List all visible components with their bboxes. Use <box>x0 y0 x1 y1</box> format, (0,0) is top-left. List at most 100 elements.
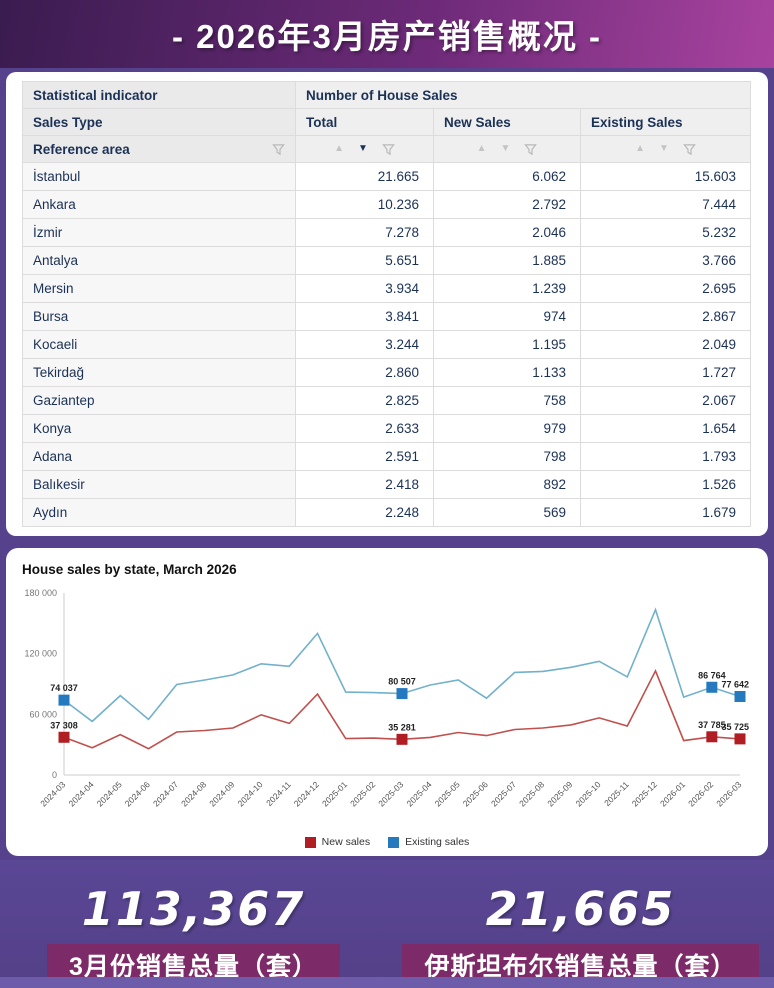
header-row-indicator: Statistical indicator Number of House Sa… <box>22 81 751 109</box>
svg-text:2026-01: 2026-01 <box>658 779 687 808</box>
sort-asc-icon[interactable]: ▲ <box>334 143 344 154</box>
table-row: Bursa 3.841 974 2.867 <box>22 302 751 331</box>
total-cell: 2.418 <box>295 470 434 499</box>
svg-text:2025-06: 2025-06 <box>461 779 490 808</box>
legend-item: Existing sales <box>388 836 469 848</box>
svg-text:2024-03: 2024-03 <box>38 779 67 808</box>
table-row: Gaziantep 2.825 758 2.067 <box>22 386 751 415</box>
svg-text:37 308: 37 308 <box>50 720 78 730</box>
sort-desc-icon[interactable]: ▼ <box>358 143 368 154</box>
sort-desc-icon[interactable]: ▼ <box>500 143 511 154</box>
svg-text:35 725: 35 725 <box>721 722 749 732</box>
svg-text:2025-12: 2025-12 <box>630 779 659 808</box>
svg-text:35 281: 35 281 <box>388 722 416 732</box>
area-cell: Gaziantep <box>22 386 296 415</box>
svg-text:2025-10: 2025-10 <box>573 779 602 808</box>
total-cell: 2.248 <box>295 498 434 527</box>
total-cell: 3.841 <box>295 302 434 331</box>
existing-sales-cell: 7.444 <box>580 190 751 219</box>
legend-label: New sales <box>321 836 371 848</box>
new-sales-cell: 1.885 <box>433 246 581 275</box>
page-title: - 2026年3月房产销售概况 - <box>171 18 603 55</box>
total-cell: 5.651 <box>295 246 434 275</box>
header-row-sales-type: Sales Type Total New Sales Existing Sale… <box>22 108 751 136</box>
legend-swatch-icon <box>304 836 316 848</box>
chart-legend: New sales Existing sales <box>20 836 754 848</box>
existing-sales-cell: 3.766 <box>580 246 751 275</box>
area-cell: Antalya <box>22 246 296 275</box>
new-sales-cell: 1.239 <box>433 274 581 303</box>
svg-text:2024-06: 2024-06 <box>123 779 152 808</box>
svg-text:180 000: 180 000 <box>24 588 57 598</box>
svg-text:2026-03: 2026-03 <box>714 779 743 808</box>
new-sales-cell: 1.133 <box>433 358 581 387</box>
table-row: Aydın 2.248 569 1.679 <box>22 498 751 527</box>
istanbul-total-label: 伊斯坦布尔销售总量（套） <box>402 944 759 986</box>
svg-text:2025-05: 2025-05 <box>433 779 462 808</box>
filter-icon[interactable] <box>524 143 538 156</box>
area-cell: Ankara <box>22 190 296 219</box>
table-row: Adana 2.591 798 1.793 <box>22 442 751 471</box>
existing-sales-cell: 1.679 <box>580 498 751 527</box>
table-row: Konya 2.633 979 1.654 <box>22 414 751 443</box>
area-cell: Konya <box>22 414 296 443</box>
sort-asc-icon[interactable]: ▲ <box>635 143 645 154</box>
svg-text:2025-11: 2025-11 <box>602 779 631 808</box>
existing-sales-cell: 1.793 <box>580 442 751 471</box>
new-sales-cell: 2.046 <box>433 218 581 247</box>
svg-text:2025-09: 2025-09 <box>545 779 574 808</box>
summary-march-total: 113,367 3月份销售总量（套） <box>0 860 387 988</box>
march-total-value: 113,367 <box>81 882 306 936</box>
legend-item: New sales <box>304 836 371 848</box>
banner: - 2026年3月房产销售概况 - <box>0 0 774 68</box>
svg-text:86 764: 86 764 <box>698 670 726 680</box>
new-sales-cell: 892 <box>433 470 581 499</box>
svg-text:2025-03: 2025-03 <box>376 779 405 808</box>
sort-desc-icon[interactable]: ▼ <box>659 143 669 154</box>
new-sales-cell: 758 <box>433 386 581 415</box>
svg-text:2024-05: 2024-05 <box>95 779 124 808</box>
chart-title: House sales by state, March 2026 <box>22 562 237 577</box>
chart-card: House sales by state, March 2026 0 60 000… <box>6 548 768 856</box>
svg-text:120 000: 120 000 <box>24 649 57 659</box>
statistical-indicator-label: Statistical indicator <box>22 81 296 109</box>
table-row: Kocaeli 3.244 1.195 2.049 <box>22 330 751 359</box>
summary-section: 113,367 3月份销售总量（套） 21,665 伊斯坦布尔销售总量（套） <box>0 860 774 988</box>
new-sales-cell: 979 <box>433 414 581 443</box>
header-row-controls: Reference area ▲ ▼ ▲ ▼ <box>22 135 751 163</box>
sort-asc-icon[interactable]: ▲ <box>476 143 487 154</box>
svg-text:2025-07: 2025-07 <box>489 779 518 808</box>
total-cell: 2.860 <box>295 358 434 387</box>
new-sales-cell: 1.195 <box>433 330 581 359</box>
table-row: Ankara 10.236 2.792 7.444 <box>22 190 751 219</box>
svg-text:2025-02: 2025-02 <box>348 779 377 808</box>
svg-text:60 000: 60 000 <box>29 709 57 719</box>
table-row: Antalya 5.651 1.885 3.766 <box>22 246 751 275</box>
filter-icon[interactable] <box>683 143 696 156</box>
sales-type-label: Sales Type <box>22 108 296 136</box>
existing-sales-cell: 2.067 <box>580 386 751 415</box>
svg-text:2024-08: 2024-08 <box>179 779 208 808</box>
svg-text:2025-08: 2025-08 <box>517 779 546 808</box>
total-cell: 2.825 <box>295 386 434 415</box>
svg-text:37 785: 37 785 <box>698 720 726 730</box>
table-card: Statistical indicator Number of House Sa… <box>6 72 768 536</box>
area-cell: İzmir <box>22 218 296 247</box>
column-existing-sales: Existing Sales <box>580 108 751 136</box>
total-cell: 3.244 <box>295 330 434 359</box>
existing-sales-cell: 15.603 <box>580 162 751 191</box>
svg-text:2024-12: 2024-12 <box>292 779 321 808</box>
existing-sales-cell: 5.232 <box>580 218 751 247</box>
svg-text:74 037: 74 037 <box>50 683 78 693</box>
legend-label: Existing sales <box>405 836 470 848</box>
svg-text:2026-02: 2026-02 <box>686 779 715 808</box>
existing-sales-cell: 2.049 <box>580 330 751 359</box>
filter-icon[interactable] <box>272 143 285 156</box>
table-body: İstanbul 21.665 6.062 15.603 Ankara 10.236 2.7… <box>22 162 751 527</box>
svg-text:2024-10: 2024-10 <box>235 779 264 808</box>
new-sales-cell: 798 <box>433 442 581 471</box>
total-cell: 10.236 <box>295 190 434 219</box>
filter-icon[interactable] <box>382 143 395 156</box>
existing-sales-cell: 2.867 <box>580 302 751 331</box>
